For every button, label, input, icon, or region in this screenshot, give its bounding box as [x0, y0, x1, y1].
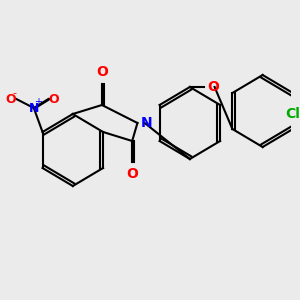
- Text: O: O: [96, 65, 108, 80]
- Text: Cl: Cl: [286, 106, 300, 121]
- Text: +: +: [34, 97, 42, 107]
- Text: O: O: [49, 92, 59, 106]
- Text: O: O: [207, 80, 219, 94]
- Text: O: O: [126, 167, 138, 181]
- Text: N: N: [28, 101, 39, 115]
- Text: O: O: [5, 92, 16, 106]
- Text: -: -: [13, 88, 17, 98]
- Text: N: N: [140, 116, 152, 130]
